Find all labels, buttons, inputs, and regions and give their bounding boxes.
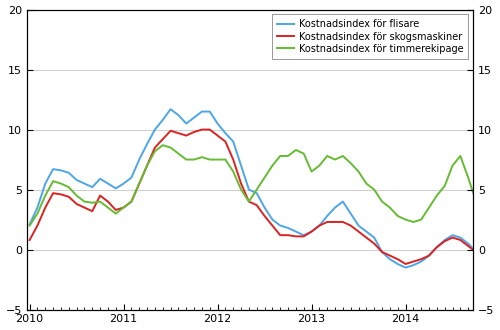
Kostnadsindex för flisare — [66, 171, 72, 175]
Kostnadsindex för timmerekipage — [246, 200, 252, 204]
Kostnadsindex för flisare — [402, 266, 408, 270]
Kostnadsindex för flisare — [168, 107, 173, 111]
Kostnadsindex för flisare — [434, 245, 440, 249]
Kostnadsindex för timmerekipage — [426, 206, 432, 210]
Kostnadsindex för skogsmaskiner — [90, 209, 96, 213]
Kostnadsindex för flisare — [90, 185, 96, 189]
Kostnadsindex för flisare — [246, 187, 252, 191]
Kostnadsindex för timmerekipage — [90, 201, 96, 205]
Kostnadsindex för flisare — [26, 222, 32, 226]
Kostnadsindex för skogsmaskiner — [270, 224, 276, 228]
Kostnadsindex för skogsmaskiner — [26, 238, 32, 242]
Kostnadsindex för skogsmaskiner — [246, 200, 252, 204]
Line: Kostnadsindex för timmerekipage: Kostnadsindex för timmerekipage — [30, 145, 500, 244]
Kostnadsindex för skogsmaskiner — [434, 245, 440, 249]
Kostnadsindex för timmerekipage — [496, 242, 500, 246]
Line: Kostnadsindex för flisare: Kostnadsindex för flisare — [30, 109, 500, 268]
Kostnadsindex för timmerekipage — [270, 164, 276, 168]
Kostnadsindex för skogsmaskiner — [66, 195, 72, 199]
Kostnadsindex för timmerekipage — [160, 143, 166, 147]
Legend: Kostnadsindex för flisare, Kostnadsindex för skogsmaskiner, Kostnadsindex för ti: Kostnadsindex för flisare, Kostnadsindex… — [272, 15, 468, 59]
Line: Kostnadsindex för skogsmaskiner: Kostnadsindex för skogsmaskiner — [30, 130, 500, 264]
Kostnadsindex för skogsmaskiner — [402, 262, 408, 266]
Kostnadsindex för skogsmaskiner — [199, 128, 205, 132]
Kostnadsindex för timmerekipage — [26, 224, 32, 228]
Kostnadsindex för timmerekipage — [66, 185, 72, 189]
Kostnadsindex för flisare — [270, 217, 276, 221]
